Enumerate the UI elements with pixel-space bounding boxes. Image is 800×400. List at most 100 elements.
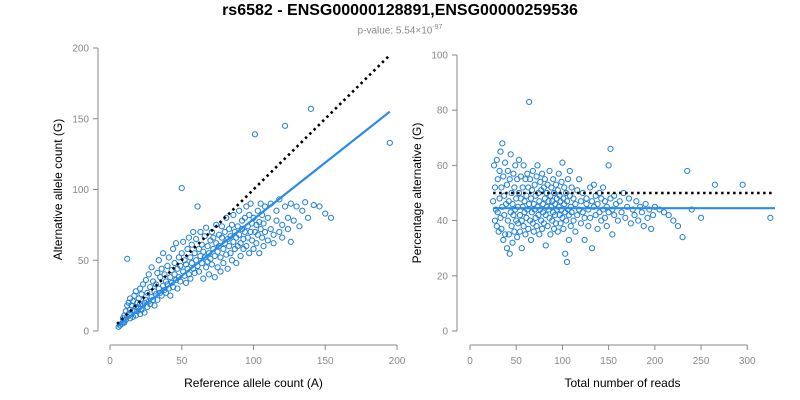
plot2-data-point [614, 217, 621, 224]
plot2-data-point [585, 223, 592, 230]
plot2-data-point [533, 173, 540, 180]
plot1-data-point [171, 271, 178, 278]
plot2-data-point [538, 170, 546, 177]
plot2-data-point [563, 198, 571, 205]
plot1-data-point [178, 184, 185, 192]
plot1-data-point [193, 235, 200, 243]
plot2-data-point [550, 176, 557, 183]
plot1-data-point [170, 284, 177, 291]
plot2-data-point [491, 217, 499, 224]
plot2-data-point [552, 220, 560, 227]
plot2-data-point [607, 145, 614, 152]
plot2-data-point [552, 181, 560, 188]
plot2-data-point [679, 234, 686, 241]
pvalue-text: p-value: 5.54×10 [357, 25, 433, 37]
plot2-data-point [594, 225, 601, 232]
plot1-data-point [233, 259, 240, 267]
plot2-data-point [502, 231, 509, 238]
plot2-data-point [605, 209, 612, 216]
plot2-data-point [507, 151, 514, 158]
plot2-data-point [519, 184, 526, 191]
plot2-data-point [567, 223, 574, 230]
plot1-data-point [177, 262, 184, 270]
plot2-data-point [508, 189, 515, 197]
plot2-x-tick-label: 100 [554, 356, 571, 367]
plot1-data-point [182, 279, 190, 286]
plot1-data-point [273, 207, 280, 214]
plot1-data-point [215, 243, 223, 250]
plot2-y-tick-label: 0 [442, 327, 448, 338]
plot2-data-point [603, 203, 610, 210]
plot2-data-point [493, 223, 500, 230]
plot2-data-point [622, 214, 629, 221]
plot1-data-point [246, 250, 253, 257]
plot1-data-point [184, 245, 191, 253]
plot1-data-point [214, 264, 221, 271]
plot1-data-point [253, 240, 260, 247]
plot2-data-point [493, 156, 500, 163]
plot2-data-point [515, 189, 523, 197]
plot1-data-point [240, 235, 247, 243]
plot2-data-point [560, 225, 567, 232]
plot1-data-point [182, 261, 190, 268]
plot2-data-point [607, 195, 614, 202]
plot2-data-point [523, 214, 530, 221]
plot2-data-point [581, 214, 588, 221]
plot2-data-point [514, 176, 521, 183]
plot2-data-point [596, 209, 603, 216]
plot2-data-point [509, 239, 516, 246]
plot1-data-point [187, 254, 194, 261]
plot2-data-point [616, 198, 623, 205]
plot1-data-point [141, 309, 148, 316]
plot2-data-point [500, 236, 507, 244]
plot2-data-point [551, 225, 558, 232]
plot1-data-point [267, 226, 274, 233]
plot2-data-point [638, 209, 646, 216]
plot2-data-point [574, 211, 581, 219]
plot2-data-point [505, 231, 512, 238]
plot1-x-axis-label: Reference allele count (A) [184, 376, 323, 390]
plot1-data-point [148, 264, 155, 271]
plot2-data-point [548, 184, 555, 191]
plot2-data-point [598, 217, 605, 224]
plot2-y-tick-label: 60 [437, 161, 449, 172]
plot2-data-point [739, 181, 746, 188]
plot1-y-tick-label: 100 [72, 185, 89, 196]
plot2-data-point [649, 211, 657, 219]
plot2-data-point [674, 223, 682, 230]
plot1-data-point [281, 203, 289, 210]
plot2-data-point [520, 162, 527, 169]
plot2-data-point [572, 200, 579, 208]
plot1-data-point [188, 241, 195, 248]
plot1-data-point [139, 281, 147, 288]
plot2-data-point [627, 220, 634, 227]
plot1-data-point [221, 228, 228, 236]
plot1-data-point [194, 203, 201, 210]
plot2-data-point [513, 195, 520, 202]
plot2-data-point [605, 162, 612, 169]
plot1-y-tick-label: 200 [72, 44, 89, 55]
plot2-data-point [656, 206, 663, 213]
plot2-data-point [503, 181, 511, 188]
plot2-data-point [494, 176, 501, 183]
plot1-data-point [170, 245, 177, 253]
plot1-y-tick-label: 0 [83, 327, 89, 338]
plot2-y-axis-label: Percentage alternative (G) [410, 123, 424, 264]
plot2-x-tick-label: 0 [467, 356, 473, 367]
plot2-data-point [511, 184, 518, 191]
plot2-x-tick-label: 250 [693, 356, 710, 367]
plot1-data-point [200, 275, 207, 282]
plot2-data-point [579, 209, 586, 216]
plot2-data-point [583, 200, 590, 208]
plot1-data-point [279, 221, 286, 228]
plot2-data-point [767, 214, 774, 221]
plot1-data-point [168, 267, 175, 274]
plot2-data-point [528, 187, 536, 194]
plot1-x-tick-label: 50 [176, 356, 188, 367]
plot1-data-point [145, 271, 152, 278]
plot1-data-point [273, 217, 280, 224]
plot1-data-point [190, 228, 197, 236]
plot1-data-point [132, 288, 139, 295]
plot1-data-point [220, 245, 227, 253]
plot1-data-point [217, 254, 224, 261]
